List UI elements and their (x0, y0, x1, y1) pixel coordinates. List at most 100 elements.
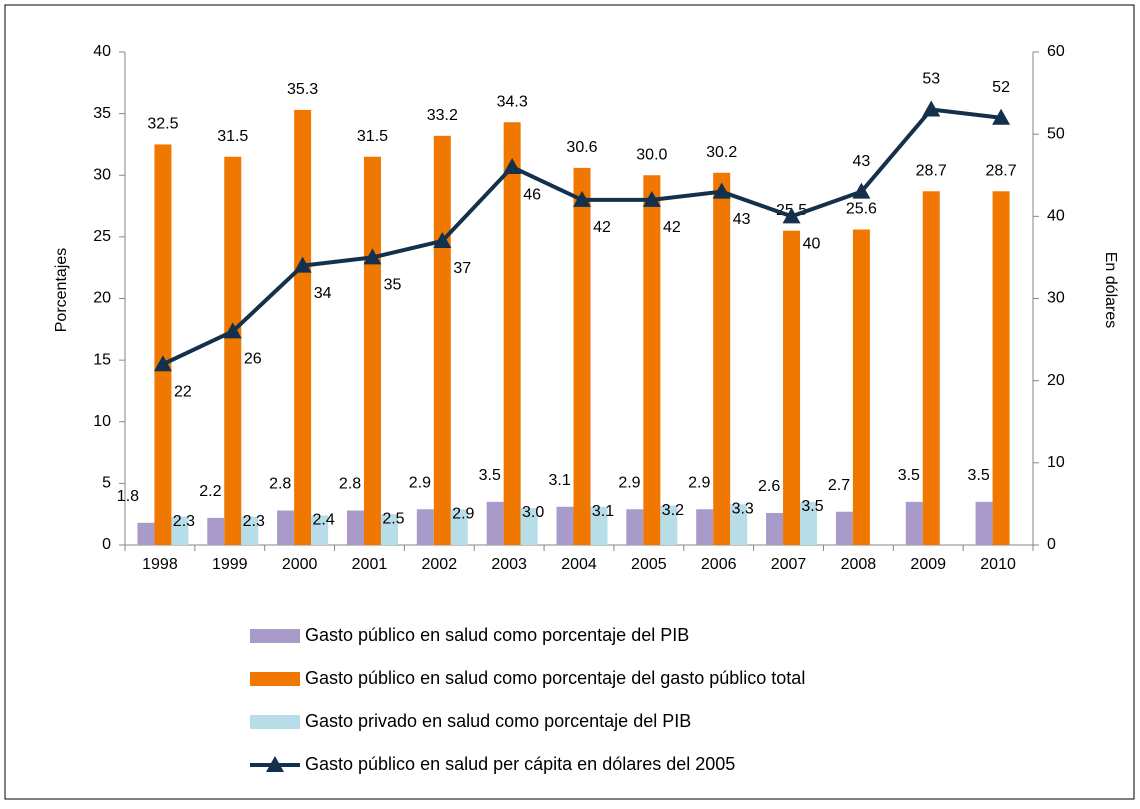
y-tick-label: 40 (93, 43, 111, 60)
bar (486, 501, 504, 545)
x-tick-label: 2005 (631, 556, 667, 573)
bar (905, 501, 923, 545)
data-label: 3.3 (732, 501, 754, 518)
y2-tick-label: 30 (1047, 290, 1065, 307)
x-tick-label: 2004 (561, 556, 597, 573)
bar (590, 506, 608, 545)
data-label: 25.6 (846, 201, 877, 218)
data-label: 3.5 (968, 467, 990, 484)
y-tick-label: 10 (93, 413, 111, 430)
data-label: 22 (174, 383, 192, 400)
data-label: 52 (992, 79, 1010, 96)
x-tick-label: 2001 (352, 556, 388, 573)
y2-axis-title: En dólares (1102, 252, 1119, 329)
bar (346, 510, 364, 545)
data-label: 2.9 (688, 474, 710, 491)
x-tick-label: 2006 (701, 556, 737, 573)
marker (153, 355, 172, 372)
legend-label: Gasto privado en salud como porcentaje d… (305, 711, 691, 731)
y2-tick-label: 60 (1047, 43, 1065, 60)
bar (800, 501, 818, 545)
marker (642, 190, 661, 207)
data-label: 3.5 (801, 498, 823, 515)
marker (363, 248, 382, 265)
x-tick-label: 2009 (910, 556, 946, 573)
bar (835, 511, 853, 545)
data-label: 35.3 (287, 81, 318, 98)
data-label: 31.5 (217, 128, 248, 145)
marker (503, 158, 522, 175)
y-tick-label: 20 (93, 290, 111, 307)
bar (277, 510, 295, 545)
data-label: 2.4 (312, 512, 334, 529)
data-label: 2.3 (243, 513, 265, 530)
bar (643, 175, 661, 545)
marker (293, 256, 312, 273)
marker (922, 100, 941, 117)
y-tick-label: 30 (93, 166, 111, 183)
data-label: 2.9 (452, 505, 474, 522)
bar (137, 522, 155, 545)
bar (626, 509, 644, 545)
data-label: 3.1 (592, 503, 614, 520)
bar (294, 109, 312, 546)
bar (171, 516, 189, 545)
x-tick-label: 2010 (980, 556, 1016, 573)
marker (433, 231, 452, 248)
marker (712, 182, 731, 199)
bar (154, 144, 172, 545)
bar (241, 516, 259, 545)
data-label: 30.6 (566, 139, 597, 156)
data-label: 2.8 (339, 476, 361, 493)
data-label: 43 (852, 153, 870, 170)
bar (380, 514, 398, 545)
y2-tick-label: 10 (1047, 454, 1065, 471)
data-label: 33.2 (427, 107, 458, 124)
y2-tick-label: 0 (1047, 536, 1056, 553)
bar (363, 156, 381, 545)
bar (766, 512, 784, 545)
data-label: 30.0 (636, 146, 667, 163)
bar (433, 135, 451, 545)
y2-tick-label: 40 (1047, 208, 1065, 225)
data-label: 3.2 (662, 502, 684, 519)
legend-label: Gasto público en salud como porcentaje d… (305, 668, 805, 688)
bar (311, 515, 329, 545)
legend-swatch (250, 715, 300, 729)
y-tick-label: 5 (102, 475, 111, 492)
data-label: 35 (384, 277, 402, 294)
bar (573, 167, 591, 546)
data-label: 3.1 (548, 472, 570, 489)
data-label: 40 (803, 236, 821, 253)
bar (416, 509, 434, 545)
marker (992, 108, 1011, 125)
bar (503, 122, 521, 545)
x-tick-label: 1999 (212, 556, 248, 573)
bar (224, 156, 242, 545)
data-label: 2.9 (409, 474, 431, 491)
legend-label: Gasto público en salud per cápita en dól… (305, 754, 735, 774)
y2-tick-label: 50 (1047, 125, 1065, 142)
bar (520, 508, 538, 545)
data-label: 2.9 (618, 474, 640, 491)
data-label: 31.5 (357, 128, 388, 145)
x-tick-label: 2000 (282, 556, 318, 573)
y-tick-label: 25 (93, 228, 111, 245)
data-label: 32.5 (147, 116, 178, 133)
data-label: 28.7 (986, 162, 1017, 179)
data-label: 3.0 (522, 504, 544, 521)
data-label: 2.8 (269, 476, 291, 493)
data-label: 2.5 (382, 510, 404, 527)
bar (975, 501, 993, 545)
y-tick-label: 35 (93, 105, 111, 122)
data-label: 53 (922, 71, 940, 88)
bar (556, 506, 574, 545)
frame (4, 4, 1135, 800)
bar (450, 509, 468, 545)
bar (992, 191, 1010, 545)
data-label: 3.5 (898, 467, 920, 484)
bar (922, 191, 940, 545)
marker (573, 190, 591, 207)
y-axis-title: Porcentajes (53, 248, 70, 333)
